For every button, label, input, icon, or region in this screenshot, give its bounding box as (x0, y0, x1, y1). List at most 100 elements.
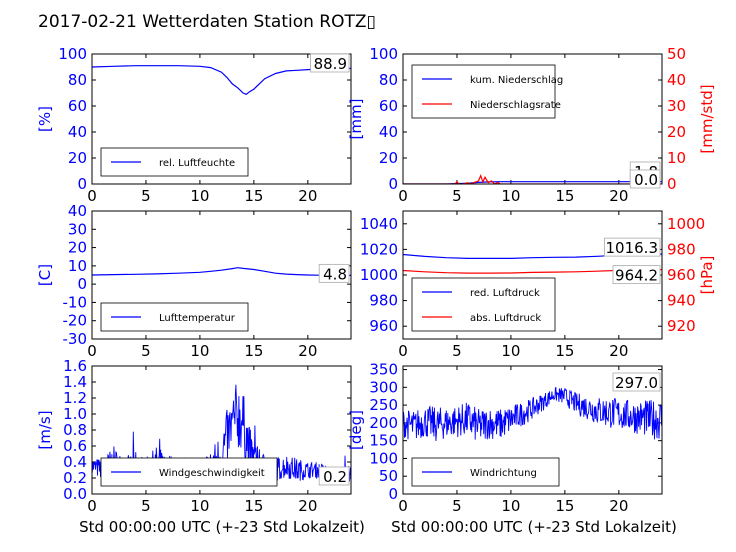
y-tick-label: 0 (77, 275, 87, 293)
legend-label-0: red. Luftdruck (470, 288, 540, 299)
y-tick-label: 0.6 (63, 437, 87, 455)
y2-tick-label: 20 (667, 123, 686, 141)
y-tick-label: 1040 (360, 215, 398, 233)
y-tick-label: 0 (388, 175, 398, 193)
x-tick-label: 5 (452, 497, 462, 515)
plot-frame (402, 53, 663, 185)
last-value-label-box (604, 237, 661, 257)
y-tick-label: 250 (369, 396, 398, 414)
legend: Windrichtung (411, 457, 560, 487)
y-tick-label: 350 (369, 361, 398, 379)
plot-frame (402, 365, 663, 495)
x-axis-label-right: Std 00:00:00 UTC (+-23 Std Lokalzeit) (391, 518, 677, 536)
x-tick-label: 10 (501, 497, 520, 515)
chart-pressure: 0 5 10 15 20 960 980 1000 1020 1040 920 940 960 980 10… (360, 210, 716, 360)
y-tick-label: 1.0 (63, 405, 87, 423)
y-tick-label: 980 (369, 292, 398, 310)
y-tick-label: 0.0 (63, 485, 87, 503)
y-tick-label: 60 (379, 97, 398, 115)
figure-title: 2017-02-21 Wetterdaten Station ROTZ▯ (38, 12, 376, 32)
chart-wind_speed: 0 5 10 15 200.00.20.40.60.81.01.21.41.6[m/s]… (36, 357, 352, 515)
y-tick-label: 100 (369, 45, 398, 63)
x-tick-label: 5 (141, 187, 151, 205)
y-tick-label: 40 (68, 202, 87, 220)
y-tick-label: 10 (68, 257, 87, 275)
y-tick-label: 300 (369, 378, 398, 396)
x-tick-label: 5 (141, 497, 151, 515)
y2-tick-label: 920 (667, 317, 696, 335)
y-tick-label: 40 (379, 123, 398, 141)
x-tick-label: 10 (501, 342, 520, 360)
last-value-label-box (318, 466, 350, 486)
x-tick-label: 5 (452, 187, 462, 205)
legend-box (411, 277, 556, 332)
x-tick-label: 20 (298, 497, 317, 515)
y2-axis-label: [mm/std] (698, 84, 716, 153)
x-tick-label: 20 (609, 342, 628, 360)
x-tick-label: 15 (555, 187, 574, 205)
chart-humidity: 0 5 10 15 20 0 20 40 60 80 100 [%] 88.9 rel. Luftfeuc… (36, 45, 352, 205)
series-line-1 (403, 174, 662, 184)
series-line-0 (403, 386, 662, 442)
last-value-label-box (310, 53, 350, 73)
legend-box (100, 147, 249, 177)
plot-frame (91, 53, 352, 185)
chart-precip: 0 5 10 15 20 0 20 40 60 80 100 0 10 20 30 40 50 [mm] [mm/s… (347, 45, 716, 205)
y-tick-label: 20 (68, 149, 87, 167)
x-tick-label: 0 (87, 497, 97, 515)
x-tick-label: 10 (190, 497, 209, 515)
y-tick-label: 80 (68, 71, 87, 89)
legend-label-1: Niederschlagsrate (470, 100, 561, 111)
x-tick-label: 5 (141, 342, 151, 360)
x-tick-label: 15 (244, 342, 263, 360)
y-tick-label: 80 (379, 71, 398, 89)
y-tick-label: 200 (369, 414, 398, 432)
last-value-label-box (612, 372, 661, 392)
x-tick-label: 10 (190, 342, 209, 360)
y-tick-label: 1020 (360, 240, 398, 258)
y-tick-label: 100 (58, 45, 87, 63)
y-axis-label: [mm] (347, 99, 365, 140)
y-tick-label: 1.2 (63, 389, 87, 407)
legend-box (411, 64, 556, 119)
y-tick-label: 0.8 (63, 421, 87, 439)
y2-axis-label: [hPa] (698, 256, 716, 295)
y-axis-label: [deg] (347, 410, 365, 450)
x-tick-label: 0 (87, 187, 97, 205)
x-tick-label: 0 (398, 497, 408, 515)
y2-tick-label: 960 (667, 266, 696, 284)
y2-tick-label: 1000 (667, 215, 705, 233)
last-value-label: 88.9 (314, 55, 347, 73)
y2-tick-label: 980 (667, 240, 696, 258)
x-axis-label-left: Std 00:00:00 UTC (+-23 Std Lokalzeit) (79, 518, 365, 536)
legend-label-0: Windrichtung (470, 468, 537, 479)
last-value-label-2: 964.2 (615, 267, 658, 285)
legend-label-1: abs. Luftdruck (470, 313, 541, 324)
legend: kum. Niederschlag Niederschlagsrate (411, 64, 563, 119)
y-tick-label: 1.6 (63, 357, 87, 375)
x-tick-label: 0 (87, 342, 97, 360)
series-line-0 (92, 65, 351, 95)
legend: Windgeschwindigkeit (100, 457, 278, 487)
last-value-label: 1016.3 (606, 239, 659, 257)
y-tick-label: 960 (369, 317, 398, 335)
legend: rel. Luftfeuchte (100, 147, 249, 177)
last-value-label: 0.2 (323, 468, 347, 486)
plot-frame (91, 210, 352, 340)
y-tick-label: 150 (369, 432, 398, 450)
y-tick-label: 0.4 (63, 453, 87, 471)
y2-tick-label: 50 (667, 45, 686, 63)
x-tick-label: 15 (244, 187, 263, 205)
y-tick-label: 30 (68, 220, 87, 238)
x-tick-label: 0 (398, 342, 408, 360)
legend: red. Luftdruck abs. Luftdruck (411, 277, 556, 332)
chart-wind_dir: 0 5 10 15 20050100150200250300350[deg]297.0W… (347, 361, 663, 515)
y2-tick-label: 10 (667, 149, 686, 167)
series-line-0 (92, 267, 351, 276)
y2-tick-label: 30 (667, 97, 686, 115)
last-value-label: 297.0 (615, 374, 658, 392)
last-value-label-box (318, 263, 350, 283)
plot-frame (91, 365, 352, 495)
y-axis-label: [%] (36, 106, 54, 132)
